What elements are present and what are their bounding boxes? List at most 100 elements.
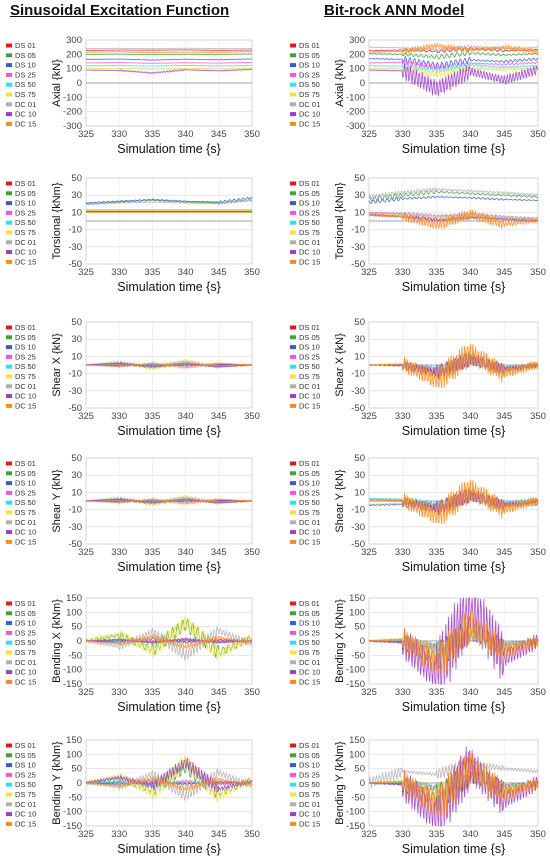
x-tick-label: 330 (395, 411, 411, 422)
legend-label: DS 50 (299, 498, 320, 507)
legend-label: DC 01 (299, 658, 320, 667)
legend-label: DC 10 (15, 668, 36, 677)
y-tick-label: -30 (68, 522, 82, 533)
legend-swatch (290, 802, 296, 807)
x-tick-label: 345 (496, 411, 512, 422)
y-tick-label: -50 (351, 259, 365, 270)
legend-label: DS 50 (299, 780, 320, 789)
x-tick-label: 335 (144, 829, 160, 840)
x-tick-label: 330 (111, 411, 127, 422)
series-line-ds-10 (368, 196, 539, 205)
x-axis-label: Simulation time {s} (402, 142, 506, 156)
x-tick-label: 350 (244, 267, 260, 278)
legend-swatch (290, 821, 296, 826)
legend-swatch (290, 611, 296, 616)
legend-label: DC 10 (299, 110, 320, 119)
legend-swatch (290, 121, 296, 126)
legend-label: DC 15 (299, 819, 320, 828)
legend-swatch (290, 82, 296, 87)
y-tick-label: 100 (349, 64, 365, 75)
y-tick-label: 100 (66, 749, 82, 760)
x-axis-label: Simulation time {s} (117, 280, 221, 294)
legend-swatch (290, 490, 296, 495)
x-tick-label: 350 (244, 829, 260, 840)
legend-label: DS 75 (299, 648, 320, 657)
x-tick-label: 335 (429, 829, 445, 840)
legend-label: DC 10 (15, 392, 36, 401)
x-tick-label: 325 (361, 129, 377, 140)
x-tick-label: 335 (144, 687, 160, 698)
legend-label: DS 75 (15, 372, 36, 381)
x-tick-label: 330 (111, 547, 127, 558)
legend-swatch (290, 335, 296, 340)
legend-label: DC 01 (299, 518, 320, 527)
y-tick-label: -100 (346, 665, 365, 676)
legend-swatch (290, 601, 296, 606)
legend-swatch (290, 53, 296, 58)
legend-swatch (290, 812, 296, 817)
legend-swatch (290, 763, 296, 768)
legend-label: DS 25 (15, 352, 36, 361)
y-tick-label: 150 (66, 735, 82, 746)
legend-label: DS 75 (299, 372, 320, 381)
legend-label: DS 10 (15, 199, 36, 208)
legend-swatch (6, 230, 12, 235)
legend-swatch (290, 510, 296, 515)
y-tick-label: -30 (351, 386, 365, 397)
legend-swatch (6, 539, 12, 544)
series-line-dc-15 (368, 209, 539, 229)
x-tick-label: 335 (429, 687, 445, 698)
legend-label: DS 25 (15, 488, 36, 497)
series-line-dc-10 (368, 597, 539, 685)
legend-swatch (6, 611, 12, 616)
legend-label: DS 01 (15, 323, 36, 332)
legend-swatch (6, 490, 12, 495)
x-tick-label: 350 (530, 411, 546, 422)
legend-swatch (6, 481, 12, 486)
legend-swatch (290, 753, 296, 758)
legend-label: DC 01 (15, 238, 36, 247)
x-tick-label: 345 (211, 129, 227, 140)
legend-swatch (290, 772, 296, 777)
y-tick-label: -150 (63, 821, 82, 832)
legend-label: DS 01 (15, 741, 36, 750)
legend-swatch (290, 345, 296, 350)
legend-label: DC 10 (299, 528, 320, 537)
legend-swatch (6, 259, 12, 264)
series-line-ds-05 (86, 53, 253, 55)
y-axis-label: Bending Y {kNm} (334, 741, 346, 825)
legend-label: DS 50 (299, 638, 320, 647)
series-line-dc-10 (85, 757, 253, 793)
x-axis-label: Simulation time {s} (402, 842, 506, 856)
legend-label: DC 15 (15, 819, 36, 828)
series-line-dc-15 (368, 479, 539, 525)
x-tick-label: 325 (78, 411, 94, 422)
legend-label: DS 10 (15, 61, 36, 70)
y-tick-label: -30 (68, 386, 82, 397)
y-tick-label: 10 (354, 487, 365, 498)
legend-label: DS 50 (299, 362, 320, 371)
series-line-ds-10 (86, 58, 252, 61)
y-tick-label: 10 (71, 487, 82, 498)
series-line-ds-10 (85, 196, 253, 204)
y-tick-label: 50 (71, 764, 82, 775)
legend-swatch (6, 650, 12, 655)
y-tick-label: 10 (71, 351, 82, 362)
x-tick-label: 345 (211, 411, 227, 422)
y-tick-label: -150 (346, 821, 365, 832)
legend-swatch (6, 220, 12, 225)
x-tick-label: 345 (496, 129, 512, 140)
legend-swatch (6, 670, 12, 675)
legend-label: DS 25 (299, 628, 320, 637)
series-line-dc-15 (85, 774, 253, 793)
y-tick-label: -100 (63, 665, 82, 676)
x-tick-label: 325 (78, 687, 94, 698)
y-tick-label: 150 (349, 735, 365, 746)
legend-label: DC 15 (15, 257, 36, 266)
legend-swatch (290, 403, 296, 408)
y-tick-label: -50 (351, 539, 365, 550)
y-axis-label: Bending Y {kNm} (51, 741, 63, 825)
x-tick-label: 345 (496, 267, 512, 278)
x-tick-label: 335 (429, 267, 445, 278)
